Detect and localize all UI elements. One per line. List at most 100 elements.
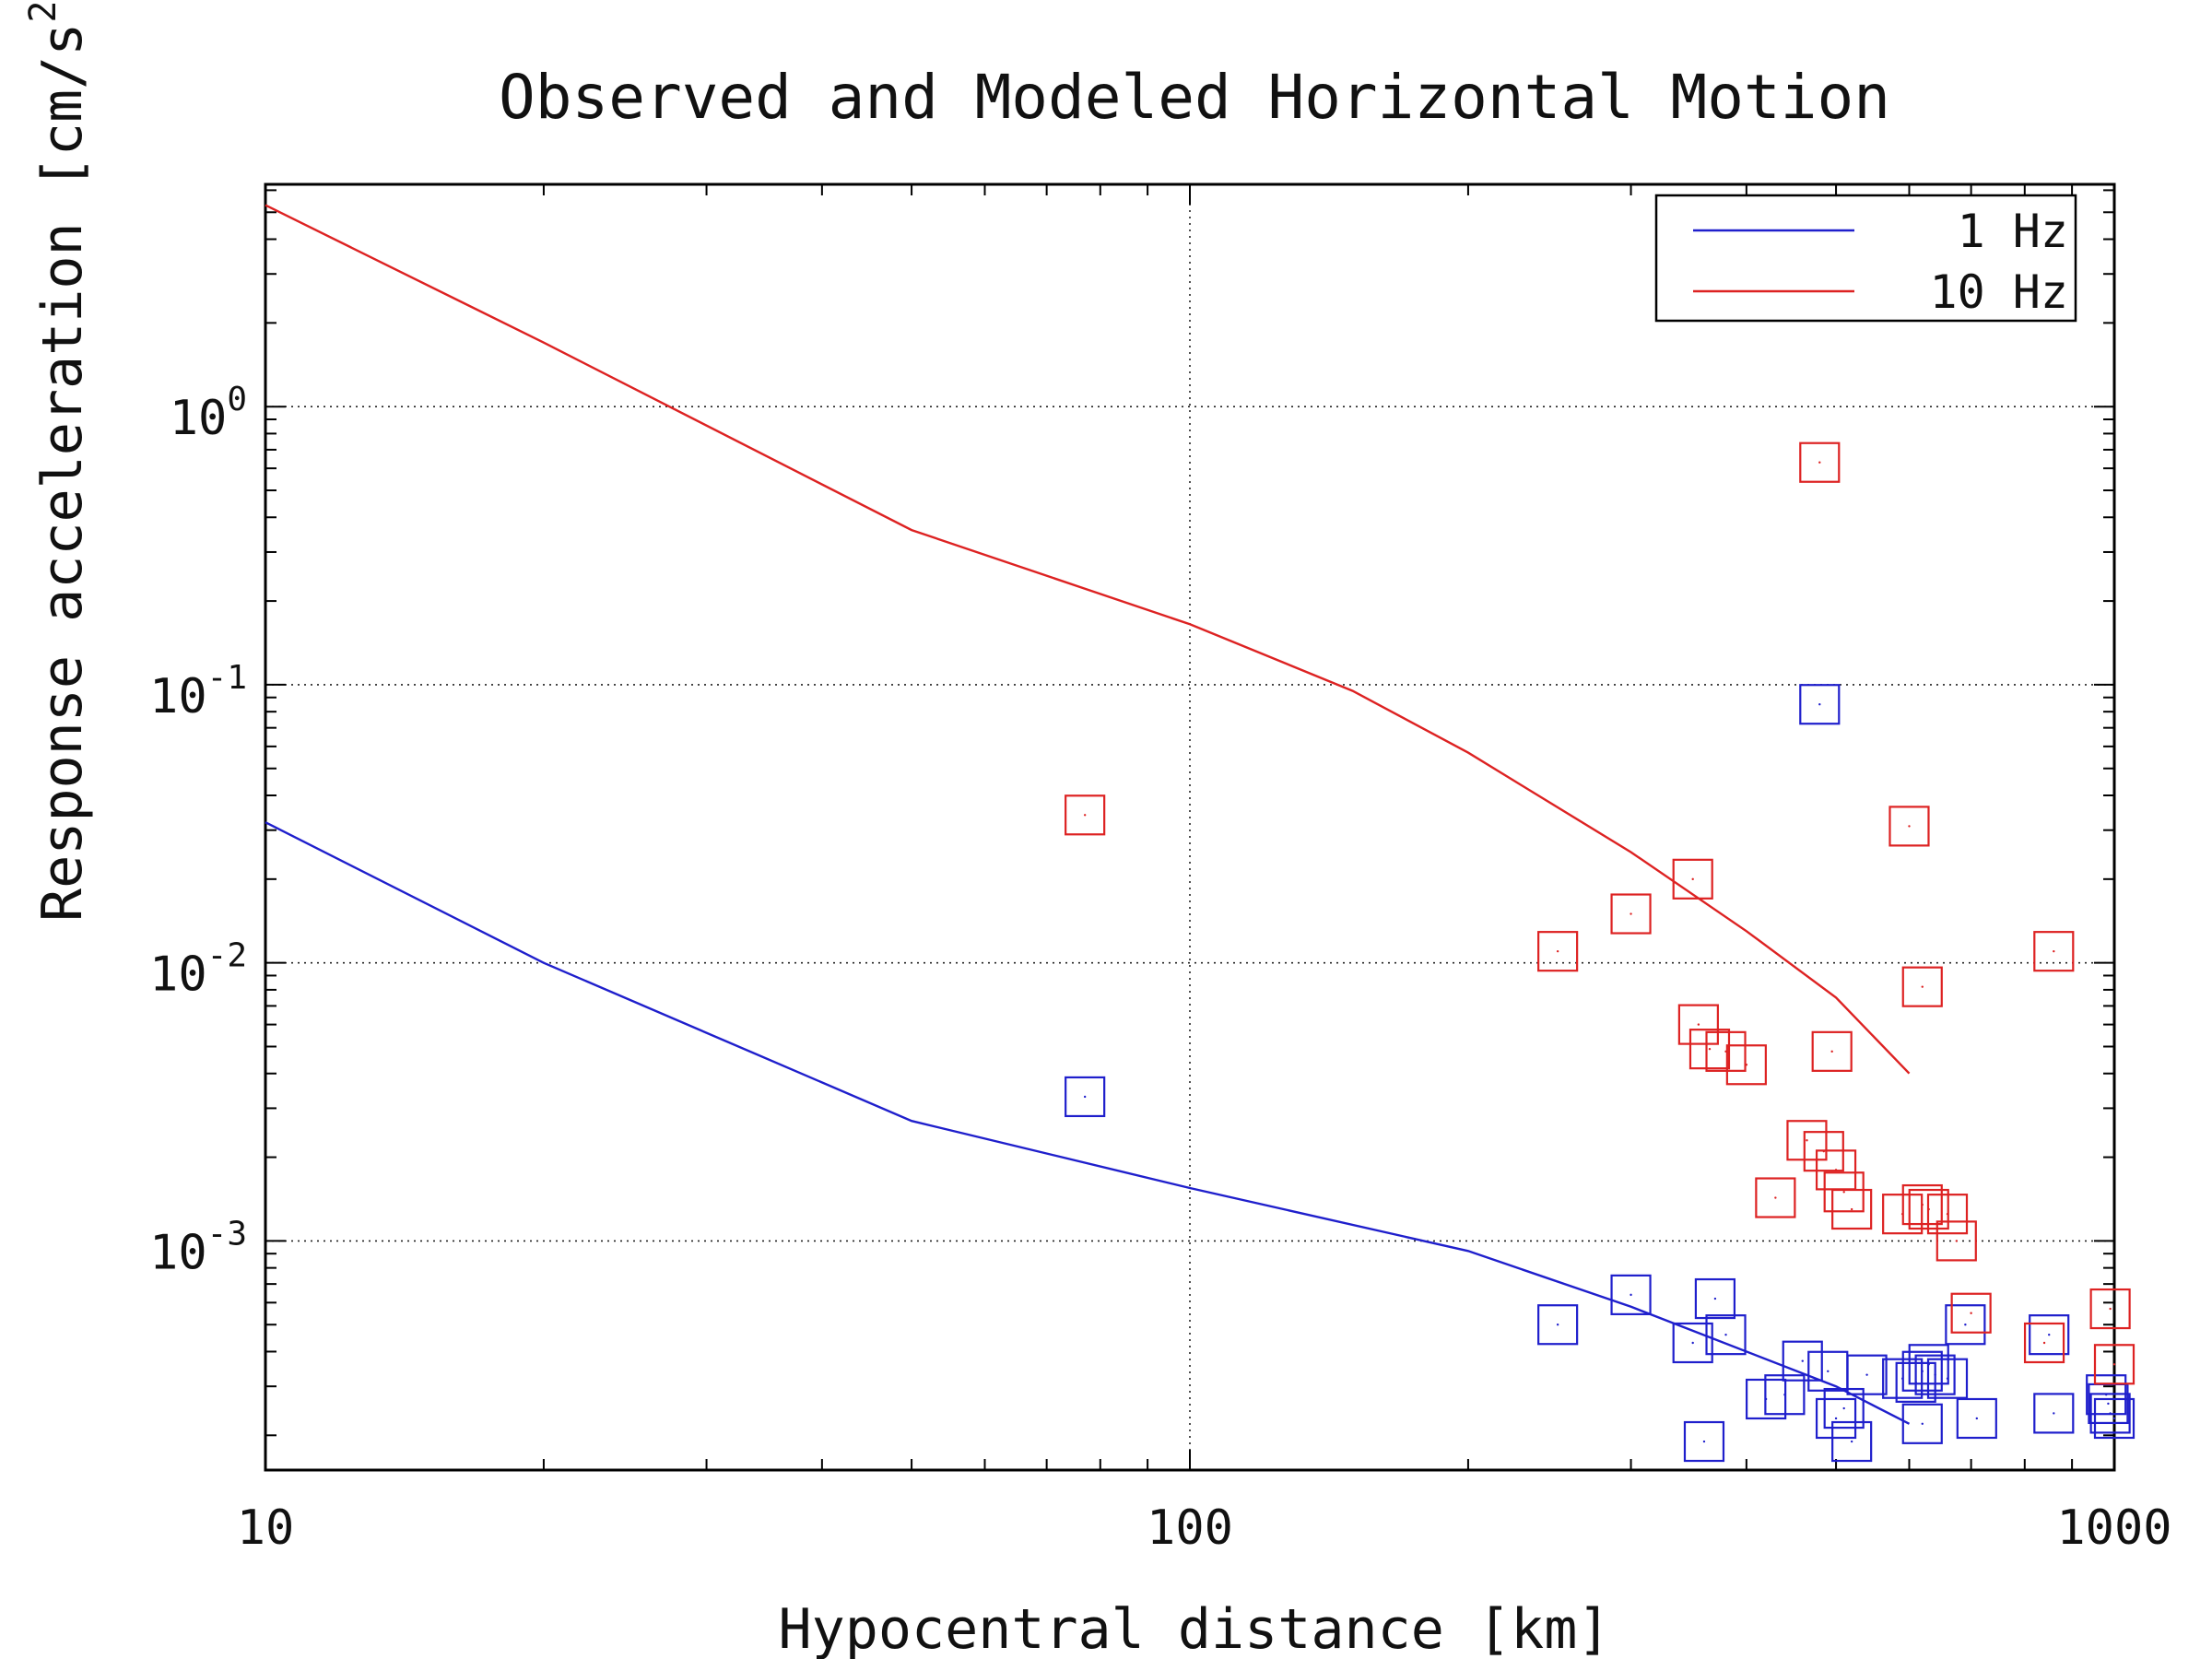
observed-point-10hz	[1677, 1004, 1719, 1045]
observed-point-center-10hz	[1830, 1050, 1833, 1053]
x-axis-label: Hypocentral distance [km]	[778, 1597, 1610, 1659]
observed-point-1hz	[1065, 1076, 1106, 1118]
observed-point-center-1hz	[1934, 1373, 1936, 1376]
observed-point-center-1hz	[1702, 1440, 1706, 1443]
observed-point-center-1hz	[1691, 1341, 1694, 1345]
observed-point-center-10hz	[1691, 877, 1694, 881]
y-tick-exponent: 0	[227, 381, 247, 418]
y-tick-exponent: -2	[207, 937, 247, 975]
observed-point-center-10hz	[2112, 1363, 2116, 1366]
observed-point-center-10hz	[1955, 1240, 1958, 1242]
observed-point-1hz	[1846, 1354, 1888, 1395]
observed-point-center-1hz	[1827, 1370, 1830, 1372]
observed-point-1hz	[1799, 684, 1841, 725]
y-tick-exponent: -1	[207, 659, 247, 697]
y-axis-label-sup: 2	[22, 1, 65, 23]
observed-point-1hz	[1683, 1420, 1725, 1463]
observed-point-center-1hz	[1850, 1440, 1853, 1443]
observed-point-center-10hz	[2053, 949, 2055, 953]
observed-point-10hz	[1823, 1171, 1865, 1213]
observed-point-center-1hz	[1921, 1422, 1924, 1426]
observed-point-center-1hz	[1865, 1373, 1868, 1376]
observed-point-center-1hz	[1630, 1293, 1632, 1297]
observed-point-10hz	[1950, 1292, 1992, 1334]
observed-point-1hz	[2033, 1393, 2075, 1434]
y-axis-label-main: Response acceleration [cm/s	[30, 23, 95, 922]
observed-point-1hz	[1705, 1314, 1747, 1356]
observed-point-1hz	[1823, 1387, 1865, 1430]
x-tick-label: 100	[1147, 1500, 1233, 1556]
observed-point-10hz	[1831, 1188, 1873, 1230]
y-tick-label: 100	[170, 381, 247, 446]
observed-point-center-10hz	[1818, 461, 1821, 464]
observed-point-10hz	[2033, 931, 2075, 972]
observed-point-10hz	[1811, 1030, 1853, 1072]
model-line-1hz	[265, 821, 1911, 1425]
observed-point-10hz	[1688, 1029, 1731, 1070]
observed-point-1hz	[2093, 1397, 2136, 1440]
observed-point-1hz	[1672, 1322, 1713, 1364]
y-axis-label: Response acceleration [cm/s2]	[22, 0, 95, 922]
observed-point-1hz	[1694, 1277, 1736, 1320]
chart-title: Observed and Modeled Horizontal Motion	[499, 62, 1890, 133]
observed-point-center-10hz	[1806, 1139, 1808, 1142]
observed-point-center-10hz	[1774, 1196, 1777, 1199]
y-tick-label: 10-1	[149, 659, 247, 724]
observed-point-10hz	[2093, 1344, 2136, 1385]
observed-point-center-10hz	[2109, 1307, 2112, 1311]
observed-point-1hz	[1831, 1420, 1873, 1463]
observed-point-center-10hz	[1842, 1191, 1845, 1194]
observed-point-1hz	[2089, 1393, 2131, 1434]
observed-point-10hz	[1610, 893, 1652, 935]
observed-point-1hz	[1610, 1274, 1652, 1315]
observed-point-center-10hz	[2042, 1341, 2046, 1345]
observed-point-center-1hz	[1842, 1406, 1845, 1410]
observed-point-center-10hz	[1921, 1203, 1924, 1206]
observed-point-center-1hz	[1713, 1297, 1717, 1300]
observed-point-1hz	[1782, 1340, 1823, 1382]
observed-point-10hz	[1065, 794, 1106, 836]
y-axis-label-group: Response acceleration [cm/s2]	[22, 0, 95, 922]
observed-point-center-1hz	[2112, 1417, 2116, 1420]
observed-point-center-1hz	[1964, 1324, 1967, 1326]
observed-point-1hz	[1926, 1358, 1969, 1399]
observed-point-center-1hz	[1921, 1370, 1924, 1372]
y-tick-base: 10	[149, 947, 207, 1003]
observed-point-center-1hz	[2053, 1412, 2055, 1415]
y-tick-exponent: -3	[207, 1215, 247, 1253]
observed-point-center-10hz	[1556, 949, 1559, 953]
observed-point-1hz	[1945, 1304, 1986, 1346]
observed-point-center-10hz	[1970, 1312, 1972, 1314]
observed-point-10hz	[1786, 1120, 1828, 1161]
observed-point-10hz	[1926, 1194, 1969, 1235]
minor-ticks	[265, 184, 2114, 1470]
observed-point-10hz	[1672, 858, 1713, 900]
legend: 1 Hz 10 Hz	[1654, 194, 2077, 323]
x-tick-label: 1000	[2056, 1500, 2171, 1556]
observed-point-1hz	[2029, 1314, 2070, 1356]
y-tick-base: 10	[149, 669, 207, 724]
observed-point-center-10hz	[1834, 1169, 1838, 1171]
observed-point-10hz	[1705, 1030, 1747, 1072]
series	[265, 204, 2136, 1463]
legend-box	[1654, 194, 2077, 323]
legend-label: 1 Hz	[1958, 205, 2068, 258]
observed-point-1hz	[1956, 1397, 1997, 1440]
observed-point-1hz	[1764, 1374, 1806, 1416]
x-tick-label: 10	[237, 1500, 295, 1556]
observed-point-10hz	[2023, 1322, 2065, 1364]
legend-label: 10 Hz	[1929, 265, 2068, 319]
observed-point-center-1hz	[1724, 1333, 1727, 1336]
observed-point-center-10hz	[1908, 825, 1911, 828]
observed-point-10hz	[1901, 966, 1943, 1007]
observed-point-10hz	[1755, 1177, 1796, 1218]
observed-point-10hz	[1537, 931, 1579, 972]
observed-point-center-1hz	[1834, 1417, 1838, 1420]
observed-point-center-10hz	[1745, 1064, 1748, 1066]
observed-point-10hz	[2089, 1288, 2131, 1330]
observed-point-10hz	[1799, 441, 1841, 483]
observed-point-center-10hz	[1630, 912, 1632, 915]
observed-point-1hz	[1537, 1304, 1579, 1346]
observed-point-center-1hz	[1801, 1359, 1804, 1362]
